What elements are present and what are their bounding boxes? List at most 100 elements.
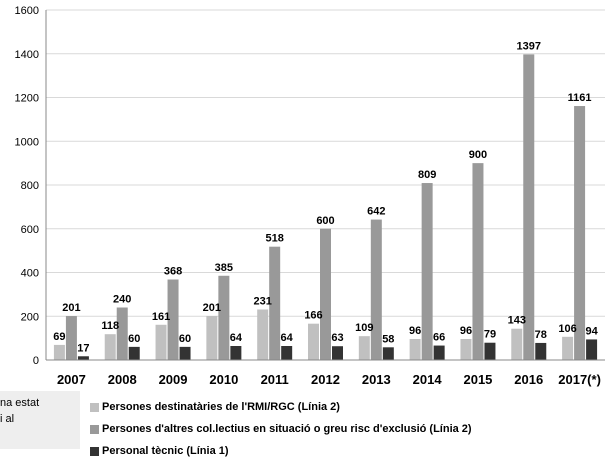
data-label: 94 — [585, 325, 598, 337]
data-label: 166 — [304, 310, 322, 322]
bar-series-2 — [574, 106, 586, 360]
bar-series-2 — [421, 183, 433, 360]
data-labels: 69 201 17 118 240 60 161 368 60 201 385 64 231 518 64 1… — [53, 40, 598, 354]
bar-series-3 — [179, 346, 191, 360]
data-label: 143 — [508, 315, 526, 327]
bar-series-1 — [257, 309, 269, 360]
bar-series-1 — [409, 339, 421, 360]
legend-item-tecnic: Personal tècnic (Línia 1) — [90, 442, 472, 460]
data-label: 60 — [128, 333, 140, 345]
data-label: 96 — [460, 325, 472, 337]
data-label: 118 — [101, 320, 119, 332]
bar-series-3 — [77, 356, 89, 360]
bar-series-2 — [472, 163, 484, 360]
data-label: 600 — [316, 215, 334, 227]
data-label: 63 — [331, 332, 343, 344]
data-label: 17 — [77, 342, 89, 354]
data-label: 69 — [53, 331, 65, 343]
x-tick-label: 2017(*) — [558, 372, 601, 387]
y-axis: 0 200 400 600 800 1000 1200 1400 1600 — [15, 5, 47, 367]
bar-series-1 — [155, 324, 167, 360]
legend-item-rmi: Persones destinatàries de l'RMI/RGC (Lín… — [90, 398, 472, 416]
x-tick-label: 2007 — [57, 372, 86, 387]
data-label: 96 — [409, 325, 421, 337]
y-tick-label: 0 — [33, 355, 39, 367]
x-tick-label: 2014 — [413, 372, 443, 387]
data-label: 1397 — [517, 40, 541, 52]
data-label: 161 — [152, 311, 170, 323]
bar-series-1 — [104, 334, 116, 360]
x-tick-label: 2010 — [209, 372, 238, 387]
bar-series-3 — [332, 346, 343, 360]
bar-chart: 0 200 400 600 800 1000 1200 1400 1600 69 201 17 118… — [15, 5, 605, 387]
bar-series-3 — [586, 339, 598, 360]
bars — [53, 54, 598, 360]
bar-series-2 — [167, 279, 179, 360]
legend-label-altres: Persones d'altres col.lectius en situaci… — [102, 423, 472, 435]
side-note-line-2: i al — [0, 413, 15, 425]
data-label: 60 — [179, 333, 191, 345]
legend-swatch-altres — [90, 424, 99, 434]
y-tick-label: 1600 — [15, 5, 39, 17]
data-label: 109 — [355, 322, 373, 334]
data-label: 201 — [62, 302, 80, 314]
bar-series-3 — [128, 346, 140, 360]
data-label: 240 — [113, 294, 131, 306]
y-tick-label: 400 — [21, 268, 39, 280]
data-label: 106 — [558, 323, 576, 335]
bar-series-3 — [535, 342, 547, 360]
legend-label-tecnic: Personal tècnic (Línia 1) — [102, 445, 229, 457]
y-tick-label: 1200 — [15, 93, 39, 105]
bar-series-2 — [370, 219, 382, 360]
bar-series-2 — [320, 228, 331, 360]
data-label: 201 — [203, 302, 221, 314]
bar-series-3 — [484, 342, 496, 360]
data-label: 368 — [164, 266, 182, 278]
bar-series-3 — [281, 346, 293, 360]
y-tick-label: 200 — [21, 311, 39, 323]
data-label: 385 — [215, 262, 233, 274]
bar-series-1 — [206, 316, 218, 360]
y-tick-label: 1000 — [15, 136, 39, 148]
data-label: 809 — [418, 169, 436, 181]
bar-series-1 — [53, 344, 65, 360]
data-label: 66 — [433, 332, 445, 344]
bar-series-3 — [230, 346, 242, 360]
data-label: 231 — [254, 295, 272, 307]
bar-series-1 — [511, 328, 523, 360]
bar-series-2 — [523, 54, 535, 360]
bar-series-3 — [433, 345, 445, 360]
legend-item-altres: Persones d'altres col.lectius en situaci… — [90, 420, 472, 438]
data-label: 518 — [266, 233, 284, 245]
bar-series-2 — [269, 246, 281, 360]
data-label: 64 — [230, 332, 243, 344]
x-axis: 2007 2008 2009 2010 2011 2012 2013 2014 2015 2016… — [46, 359, 605, 387]
data-label: 58 — [382, 333, 394, 345]
legend-swatch-tecnic — [90, 446, 99, 456]
x-tick-label: 2011 — [261, 372, 289, 387]
data-label: 78 — [535, 329, 547, 341]
side-note: na estat i al — [0, 391, 80, 449]
x-tick-label: 2009 — [159, 372, 188, 387]
y-tick-label: 600 — [21, 224, 39, 236]
y-tick-label: 1400 — [15, 49, 39, 61]
bar-series-2 — [116, 307, 128, 360]
gridlines — [46, 9, 605, 361]
bar-series-1 — [308, 323, 319, 360]
data-label: 900 — [469, 149, 487, 161]
x-tick-label: 2013 — [362, 372, 391, 387]
legend: Persones destinatàries de l'RMI/RGC (Lín… — [90, 398, 472, 464]
x-tick-label: 2012 — [311, 372, 340, 387]
side-note-line-1: na estat — [0, 397, 40, 409]
bar-series-3 — [382, 347, 394, 360]
bar-series-2 — [218, 275, 230, 360]
x-tick-label: 2016 — [514, 372, 543, 387]
data-label: 1161 — [568, 92, 592, 104]
x-tick-label: 2015 — [463, 372, 492, 387]
legend-swatch-rmi — [90, 402, 99, 412]
data-label: 64 — [281, 332, 294, 344]
data-label: 79 — [484, 329, 496, 341]
bar-series-1 — [562, 336, 574, 360]
y-tick-label: 800 — [21, 180, 39, 192]
bar-series-1 — [460, 339, 472, 360]
